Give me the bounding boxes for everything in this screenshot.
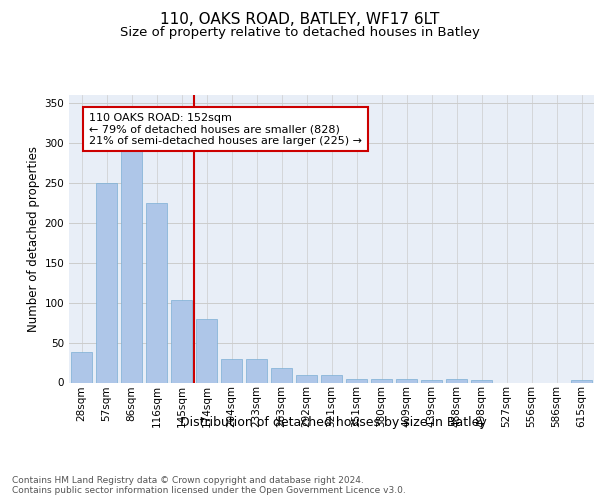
- Text: 110 OAKS ROAD: 152sqm
← 79% of detached houses are smaller (828)
21% of semi-det: 110 OAKS ROAD: 152sqm ← 79% of detached …: [89, 112, 362, 146]
- Bar: [296, 376, 317, 382]
- Text: Contains HM Land Registry data © Crown copyright and database right 2024.
Contai: Contains HM Land Registry data © Crown c…: [12, 476, 406, 495]
- Bar: [121, 150, 142, 382]
- Bar: [321, 374, 342, 382]
- Bar: [96, 183, 117, 382]
- Bar: [221, 360, 242, 382]
- Text: 110, OAKS ROAD, BATLEY, WF17 6LT: 110, OAKS ROAD, BATLEY, WF17 6LT: [160, 12, 440, 28]
- Bar: [421, 380, 442, 382]
- Bar: [471, 380, 492, 382]
- Bar: [171, 300, 192, 382]
- Text: Distribution of detached houses by size in Batley: Distribution of detached houses by size …: [179, 416, 487, 429]
- Bar: [271, 368, 292, 382]
- Bar: [71, 352, 92, 382]
- Bar: [146, 203, 167, 382]
- Bar: [571, 380, 592, 382]
- Y-axis label: Number of detached properties: Number of detached properties: [27, 146, 40, 332]
- Bar: [446, 380, 467, 382]
- Bar: [196, 320, 217, 382]
- Bar: [371, 378, 392, 382]
- Text: Size of property relative to detached houses in Batley: Size of property relative to detached ho…: [120, 26, 480, 39]
- Bar: [396, 380, 417, 382]
- Bar: [346, 378, 367, 382]
- Bar: [246, 360, 267, 382]
